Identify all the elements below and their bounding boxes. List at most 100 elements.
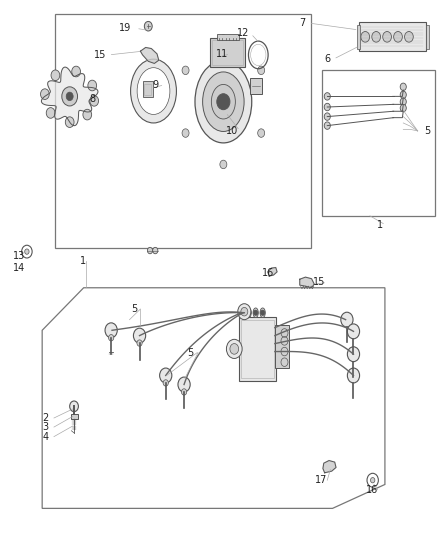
- Circle shape: [361, 31, 370, 42]
- Circle shape: [51, 70, 60, 80]
- Bar: [217, 34, 239, 40]
- Text: 15: 15: [94, 50, 106, 60]
- Circle shape: [70, 401, 78, 411]
- Text: 12: 12: [237, 28, 249, 38]
- Circle shape: [217, 94, 230, 110]
- Ellipse shape: [131, 59, 177, 123]
- Circle shape: [258, 66, 265, 75]
- Text: 1: 1: [80, 256, 86, 266]
- Circle shape: [230, 344, 239, 354]
- Circle shape: [109, 335, 114, 341]
- Text: 6: 6: [324, 54, 330, 64]
- Circle shape: [220, 35, 227, 43]
- Text: 5: 5: [187, 348, 194, 358]
- Bar: [241, 320, 274, 378]
- Bar: [145, 84, 151, 95]
- Text: 2: 2: [42, 413, 49, 423]
- Text: 7: 7: [299, 18, 305, 28]
- Circle shape: [372, 31, 381, 42]
- Circle shape: [46, 108, 55, 118]
- Bar: [239, 317, 276, 381]
- Circle shape: [247, 310, 251, 316]
- Circle shape: [62, 87, 78, 106]
- Circle shape: [159, 368, 172, 383]
- Bar: [275, 325, 289, 368]
- Circle shape: [220, 160, 227, 168]
- Text: 11: 11: [216, 49, 229, 59]
- Text: 10: 10: [226, 126, 238, 136]
- Bar: [359, 22, 426, 51]
- Circle shape: [371, 478, 375, 483]
- Text: 16: 16: [262, 268, 275, 278]
- Circle shape: [261, 310, 265, 316]
- Circle shape: [137, 340, 142, 346]
- Text: 8: 8: [89, 94, 95, 104]
- Ellipse shape: [246, 308, 251, 318]
- Circle shape: [226, 340, 242, 359]
- Circle shape: [152, 247, 158, 254]
- Ellipse shape: [195, 61, 252, 143]
- Circle shape: [324, 93, 330, 100]
- Circle shape: [83, 109, 92, 120]
- Polygon shape: [300, 277, 314, 288]
- Circle shape: [258, 129, 265, 138]
- Circle shape: [400, 98, 406, 106]
- Circle shape: [65, 117, 74, 127]
- Circle shape: [400, 91, 406, 99]
- Text: 13: 13: [13, 251, 25, 261]
- Circle shape: [405, 31, 413, 42]
- Circle shape: [134, 328, 146, 343]
- Ellipse shape: [239, 308, 244, 318]
- Circle shape: [148, 247, 152, 254]
- Circle shape: [163, 379, 168, 386]
- Bar: [71, 414, 78, 419]
- Ellipse shape: [212, 84, 235, 119]
- Circle shape: [347, 368, 360, 383]
- Circle shape: [238, 304, 251, 320]
- Circle shape: [182, 129, 189, 138]
- Circle shape: [394, 31, 403, 42]
- Bar: [426, 25, 428, 49]
- Bar: [250, 78, 262, 94]
- Circle shape: [400, 83, 406, 91]
- Polygon shape: [141, 47, 159, 63]
- Circle shape: [145, 21, 152, 31]
- Circle shape: [90, 95, 99, 106]
- Circle shape: [72, 66, 81, 77]
- Bar: [55, 14, 311, 248]
- Circle shape: [324, 122, 330, 130]
- Circle shape: [41, 89, 49, 100]
- Circle shape: [347, 324, 360, 339]
- Polygon shape: [42, 67, 98, 126]
- Text: 14: 14: [13, 263, 25, 272]
- Polygon shape: [323, 461, 336, 473]
- Circle shape: [66, 92, 73, 101]
- Text: 16: 16: [366, 485, 378, 495]
- Bar: [143, 82, 152, 98]
- Bar: [321, 70, 435, 216]
- Text: 15: 15: [313, 278, 325, 287]
- Text: 17: 17: [315, 475, 328, 485]
- Ellipse shape: [203, 72, 244, 132]
- Circle shape: [254, 310, 258, 316]
- Text: 19: 19: [119, 23, 131, 34]
- Circle shape: [181, 389, 187, 395]
- Circle shape: [341, 312, 353, 327]
- Circle shape: [88, 80, 97, 91]
- Text: 9: 9: [152, 80, 159, 90]
- Circle shape: [383, 31, 392, 42]
- Ellipse shape: [253, 308, 258, 318]
- Circle shape: [240, 310, 244, 316]
- Circle shape: [182, 66, 189, 75]
- Ellipse shape: [137, 68, 170, 115]
- Polygon shape: [268, 268, 277, 276]
- Circle shape: [105, 323, 117, 338]
- Bar: [357, 25, 360, 49]
- Text: 5: 5: [424, 126, 431, 136]
- Circle shape: [25, 249, 29, 254]
- Circle shape: [347, 347, 360, 362]
- Bar: [210, 38, 245, 67]
- Circle shape: [241, 308, 248, 316]
- Text: 5: 5: [131, 304, 137, 314]
- Text: 1: 1: [377, 220, 383, 230]
